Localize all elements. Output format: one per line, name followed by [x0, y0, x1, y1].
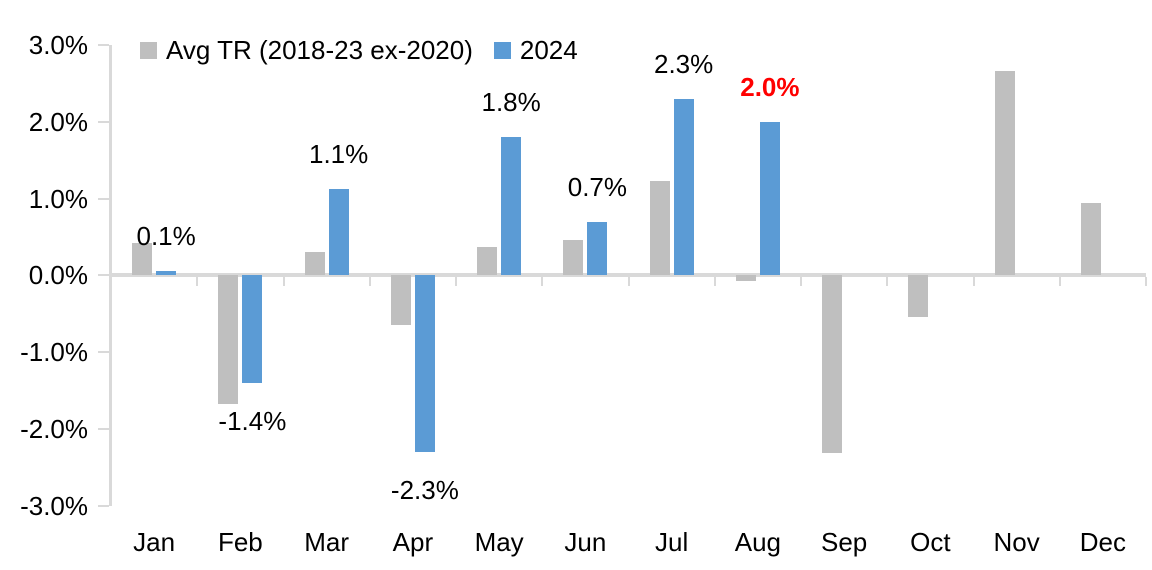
data-label-feb: -1.4%: [218, 405, 287, 436]
y-axis-tick-label: 2.0%: [28, 107, 88, 137]
bar-2024-jul: [673, 98, 694, 276]
y-axis-tick-label: -1.0%: [20, 337, 88, 368]
data-label-aug: 2.0%: [740, 72, 800, 102]
bar-2024-aug: [759, 122, 780, 276]
bar-2024-feb: [242, 275, 263, 383]
legend: Avg TR (2018-23 ex-2020) 2024: [140, 35, 578, 65]
bar-2024-jun: [587, 222, 608, 276]
y-axis-tick: [98, 504, 109, 507]
legend-item-avg-tr: Avg TR (2018-23 ex-2020): [140, 35, 473, 65]
bar-2024-apr: [414, 275, 435, 452]
y-axis-tick: [98, 274, 109, 277]
legend-label-2024: 2024: [519, 35, 578, 65]
x-label-aug: Aug: [734, 527, 781, 557]
bar-avg-jun: [563, 240, 584, 276]
x-label-nov: Nov: [993, 527, 1040, 557]
bar-avg-sep: [822, 275, 843, 453]
bar-2024-jan: [156, 270, 177, 276]
bar-avg-may: [477, 247, 498, 276]
x-axis-tick: [1058, 277, 1061, 287]
y-axis-tick: [98, 44, 109, 47]
data-label-may: 1.8%: [481, 87, 541, 118]
y-axis-tick: [98, 197, 109, 200]
x-label-jun: Jun: [564, 527, 607, 557]
bar-avg-jan: [132, 243, 153, 276]
x-label-oct: Oct: [910, 527, 951, 557]
y-axis-tick: [98, 121, 109, 123]
bar-avg-jul: [649, 181, 670, 276]
data-label-mar: 1.1%: [308, 138, 369, 169]
x-label-mar: Mar: [304, 527, 350, 557]
x-axis-tick: [455, 277, 457, 287]
x-axis-tick: [627, 277, 630, 287]
x-axis-tick: [713, 277, 716, 287]
legend-swatch-avg-tr: [140, 41, 157, 59]
x-axis-tick: [972, 277, 975, 287]
x-axis-tick: [368, 277, 371, 287]
x-axis-tick: [541, 277, 544, 287]
y-axis-tick-label: 1.0%: [28, 183, 88, 214]
x-label-jul: Jul: [655, 527, 689, 557]
y-axis-tick-label: -3.0%: [20, 490, 88, 521]
x-label-may: May: [474, 527, 524, 557]
x-axis-line: [111, 273, 1146, 278]
x-label-sep: Sep: [820, 527, 868, 557]
y-axis-tick-label: 3.0%: [28, 30, 88, 61]
x-label-jan: Jan: [133, 527, 176, 557]
x-axis-tick: [282, 277, 285, 287]
y-axis-tick: [98, 351, 109, 354]
bar-avg-nov: [994, 70, 1015, 276]
data-label-jan: 0.1%: [136, 220, 196, 251]
x-axis-tick: [1145, 277, 1147, 287]
y-axis-tick-label: -2.0%: [20, 413, 88, 444]
legend-item-2024: 2024: [493, 35, 578, 65]
y-axis-tick-label: 0.0%: [28, 260, 88, 291]
x-label-dec: Dec: [1079, 527, 1126, 557]
data-label-jun: 0.7%: [567, 172, 627, 203]
data-label-apr: -2.3%: [390, 474, 459, 505]
data-label-jul: 2.3%: [653, 48, 714, 79]
x-axis-tick: [886, 277, 889, 287]
bar-avg-mar: [304, 252, 325, 276]
x-label-feb: Feb: [217, 527, 263, 557]
y-axis-tick: [98, 427, 109, 430]
legend-label-avg-tr: Avg TR (2018-23 ex-2020): [166, 35, 473, 65]
bar-avg-feb: [218, 275, 239, 405]
bar-2024-mar: [328, 188, 349, 276]
bar-2024-may: [501, 137, 522, 276]
legend-swatch-2024: [493, 41, 511, 59]
x-axis-tick: [800, 277, 802, 287]
bar-avg-oct: [908, 275, 929, 317]
x-label-apr: Apr: [392, 527, 434, 557]
y-axis-line: [109, 45, 112, 506]
bar-avg-dec: [1080, 202, 1101, 276]
bar-avg-aug: [735, 275, 756, 281]
bar-avg-apr: [390, 275, 411, 326]
x-axis-tick: [196, 277, 199, 287]
